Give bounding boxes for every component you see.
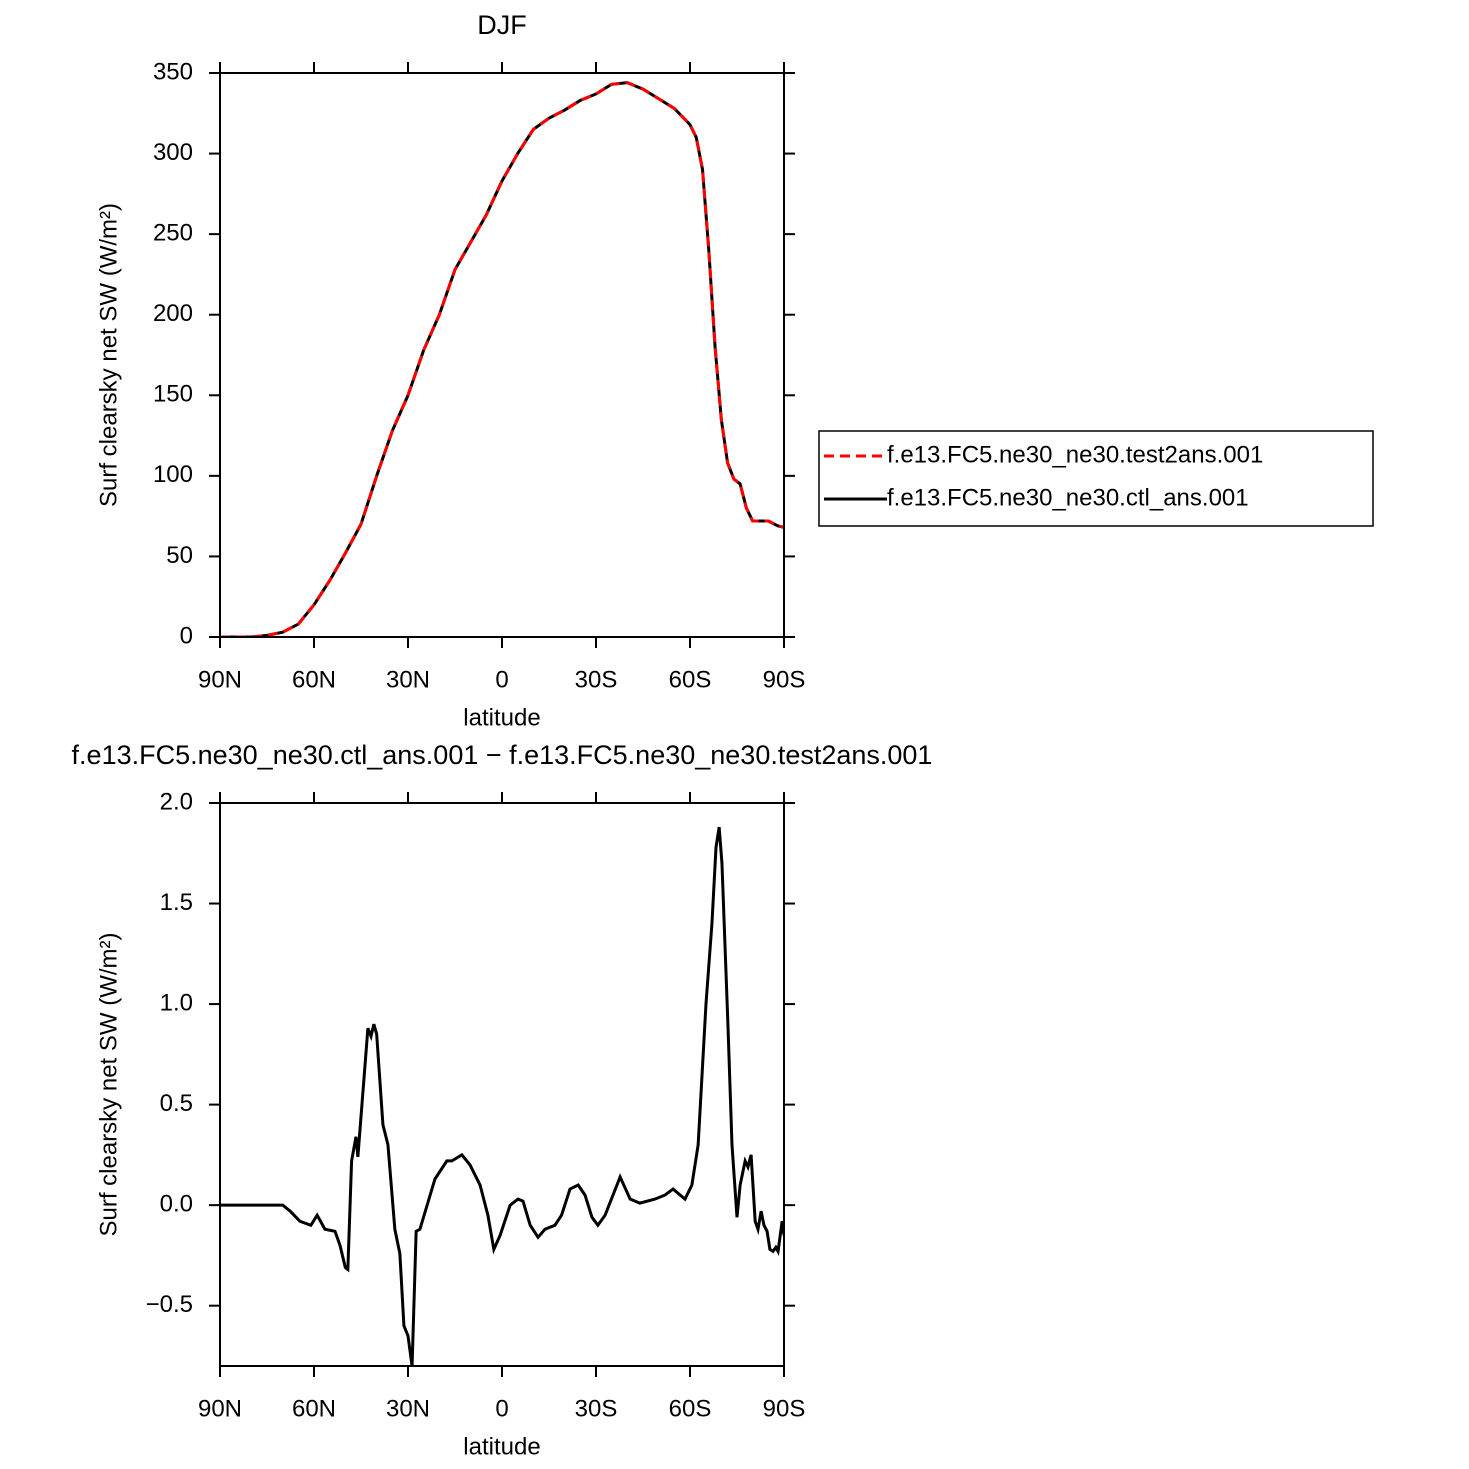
plot: DJF latitude Surf clearsky net SW (W/m²) 90…	[95, 10, 1374, 731]
y-tick-label: 350	[153, 58, 193, 85]
legend-label: f.e13.FC5.ne30_ne30.ctl_ans.001	[887, 484, 1249, 511]
y-tick-label: 2.0	[160, 788, 193, 815]
chart-title: f.e13.FC5.ne30_ne30.ctl_ans.001 − f.e13.…	[72, 740, 933, 770]
plot: f.e13.FC5.ne30_ne30.ctl_ans.001 − f.e13.…	[72, 740, 933, 1460]
y-tick-label: 250	[153, 219, 193, 246]
chart-title: DJF	[477, 10, 527, 40]
y-tick-label: 1.5	[160, 889, 193, 916]
x-tick-label: 60S	[669, 666, 712, 693]
y-tick-label: 0	[180, 622, 193, 649]
y-tick-label: 0.5	[160, 1090, 193, 1117]
y-tick-label: 150	[153, 381, 193, 408]
x-tick-label: 90S	[763, 1395, 806, 1422]
y-tick-label: 50	[166, 542, 193, 569]
y-axis-label: Surf clearsky net SW (W/m²)	[95, 932, 122, 1236]
legend-box	[818, 430, 1374, 527]
x-tick-label: 30N	[386, 666, 430, 693]
y-axis-label: Surf clearsky net SW (W/m²)	[95, 203, 122, 507]
y-tick-label: 1.0	[160, 989, 193, 1016]
x-tick-label: 30S	[575, 1395, 618, 1422]
legend-label: f.e13.FC5.ne30_ne30.test2ans.001	[887, 441, 1263, 468]
x-tick-label: 30N	[386, 1395, 430, 1422]
x-tick-label: 90S	[763, 666, 806, 693]
x-tick-label: 60N	[292, 666, 336, 693]
x-tick-label: 0	[495, 666, 508, 693]
plot-frame	[219, 802, 785, 1367]
series-line	[220, 81, 784, 637]
x-tick-label: 0	[495, 1395, 508, 1422]
y-tick-label: 0.0	[160, 1190, 193, 1217]
y-tick-label: 300	[153, 139, 193, 166]
x-axis-label: latitude	[463, 1433, 540, 1460]
x-tick-label: 60S	[669, 1395, 712, 1422]
x-tick-label: 90N	[198, 1395, 242, 1422]
x-tick-label: 30S	[575, 666, 618, 693]
y-tick-label: 200	[153, 300, 193, 327]
y-tick-label: 100	[153, 461, 193, 488]
x-tick-label: 60N	[292, 1395, 336, 1422]
y-tick-label: −0.5	[146, 1291, 193, 1318]
x-axis-label: latitude	[463, 704, 540, 731]
series-line	[220, 81, 784, 637]
x-tick-label: 90N	[198, 666, 242, 693]
plot-frame	[219, 72, 785, 638]
series-line	[220, 826, 784, 1366]
